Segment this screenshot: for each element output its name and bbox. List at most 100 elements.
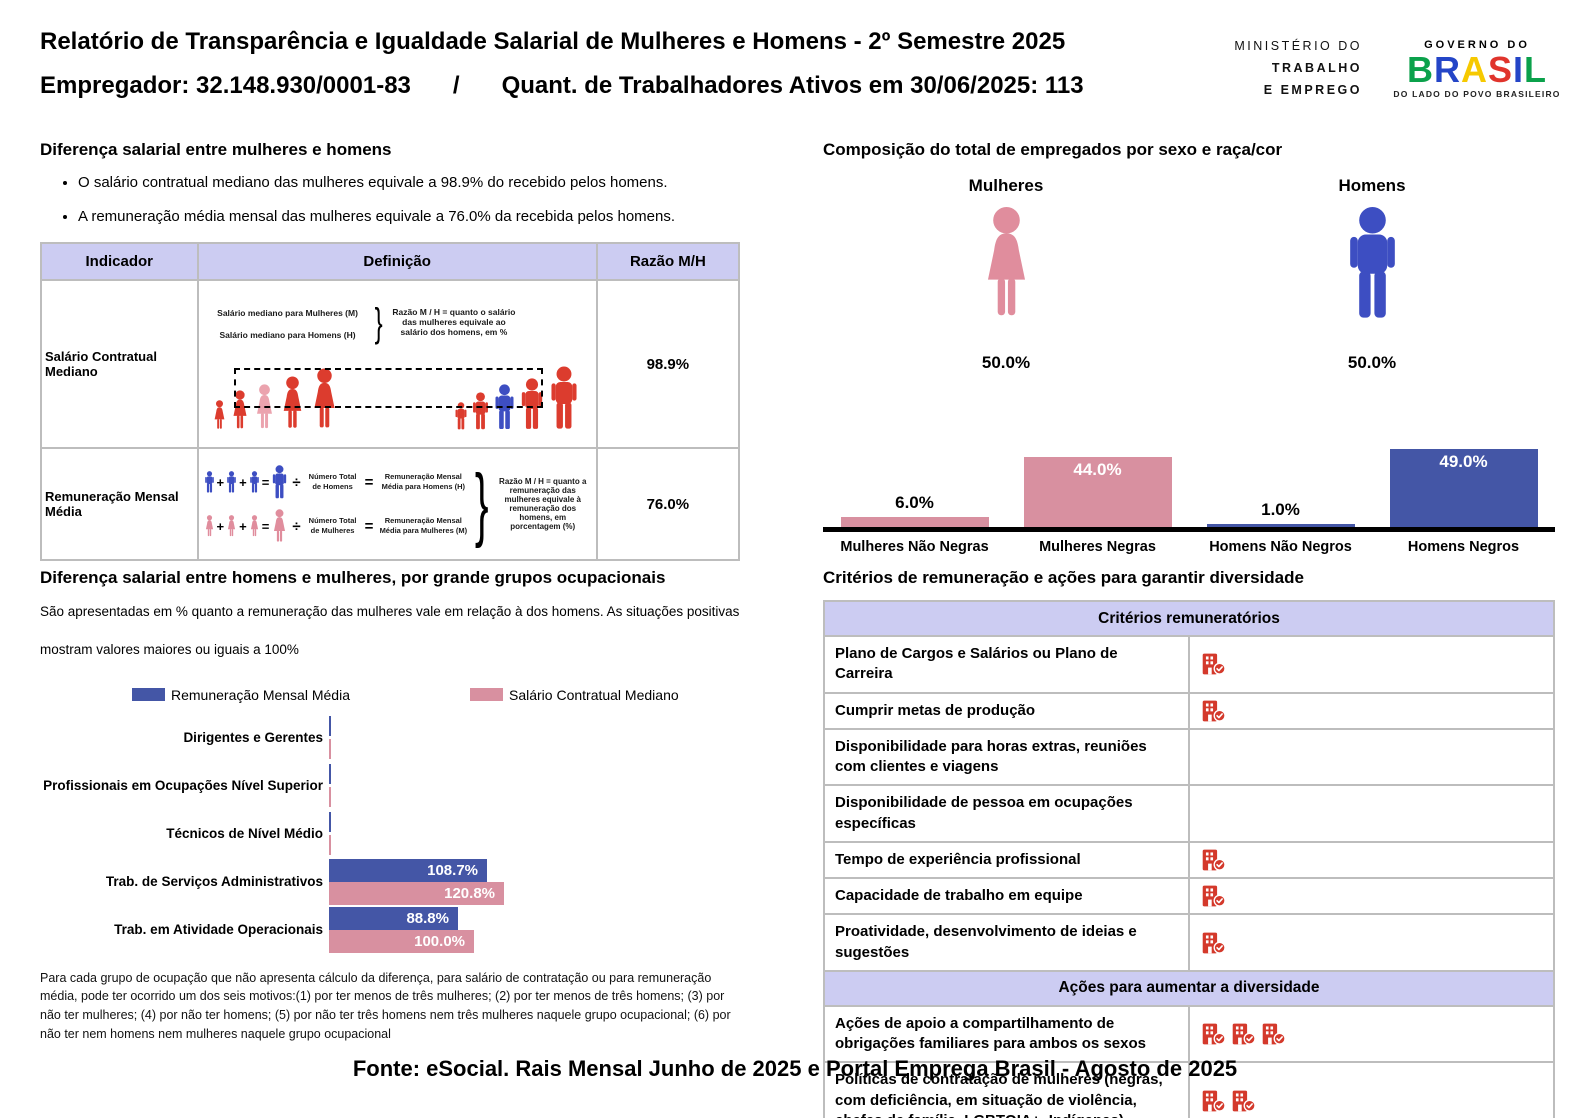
female-label: Mulheres — [968, 176, 1044, 195]
bar-value-label: 44.0% — [1073, 460, 1122, 479]
median-ratio-note: Razão M / H = quanto o salário das mulhe… — [392, 306, 516, 337]
composition-section: Composição do total de empregados por se… — [823, 140, 1555, 555]
governo-brasil-logo: GOVERNO DO BRASIL DO LADO DO POVO BRASIL… — [1392, 39, 1562, 99]
source-footer: Fonte: eSocial. Rais Mensal Junho de 202… — [352, 1056, 1238, 1081]
bar-value-label: 1.0% — [1261, 500, 1300, 519]
comp-category-label: Mulheres Negras — [1039, 539, 1156, 555]
median-men-label: Salário mediano para Homens (H) — [219, 329, 356, 340]
brace-glyph: } — [475, 458, 489, 550]
criteria-table: Critérios remuneratórios Plano de Cargos … — [823, 600, 1555, 1118]
occ-bar-group — [329, 763, 331, 809]
col-header-razao: Razão M/H — [595, 242, 741, 281]
section-title: Diferença salarial entre homens e mulher… — [40, 568, 666, 587]
building-check-icon — [1202, 885, 1226, 907]
equals-operator: = — [364, 473, 374, 491]
composition-figures: Mulheres 50.0% Homens 50.0% — [823, 176, 1555, 373]
occ-category-label: Técnicos de Nível Médio — [166, 826, 323, 842]
occ-zero-tick — [329, 812, 331, 833]
building-check-icon — [1202, 653, 1226, 676]
criteria-checks — [1188, 635, 1555, 694]
criteria-row: Disponibilidade de pessoa em ocupações e… — [823, 784, 1555, 843]
mean-women-formula: + + = ÷ Número Total de Mulheres = — [204, 509, 470, 543]
occupational-chart: Dirigentes e Gerentes Profissionais em Oc… — [40, 715, 745, 953]
definition-cell: Salário mediano para Mulheres (M) Salári… — [196, 279, 598, 449]
occ-category-label: Dirigentes e Gerentes — [183, 730, 323, 746]
criteria-checks — [1188, 1004, 1555, 1064]
table-row: Salário Contratual Mediano Salário media… — [40, 279, 741, 449]
building-check-icon — [1232, 1090, 1256, 1112]
building-check-icon — [1202, 1090, 1226, 1112]
criteria-row: Tempo de experiência profissional — [823, 840, 1555, 880]
divide-operator: ÷ — [292, 473, 301, 491]
criteria-row: Cumprir metas de produção — [823, 691, 1555, 730]
composition-chart: 6.0% 44.0% 1.0% 49.0% Mulheres Não Negras Mu… — [823, 445, 1555, 555]
occupational-section: Diferença salarial entre homens e mulher… — [40, 568, 745, 1056]
female-percentage: 50.0% — [981, 353, 1031, 372]
male-figure: Homens 50.0% — [1222, 176, 1522, 373]
header-logos: MINISTÉRIO DO TRABALHO E EMPREGO GOVERNO… — [1234, 28, 1562, 102]
occ-zero-tick — [329, 716, 331, 737]
criteria-checks — [1188, 691, 1555, 730]
criteria-label: Disponibilidade para horas extras, reuni… — [823, 727, 1190, 787]
woman-icon — [205, 515, 213, 537]
criteria-label: Proatividade, desenvolvimento de ideias … — [823, 913, 1190, 972]
criteria-label: Plano de Cargos e Salários ou Plano de C… — [823, 635, 1190, 694]
occ-chart-row: Trab. de Serviços Administrativos 108.7% 1… — [40, 858, 745, 905]
legend-item: Salário Contratual Mediano — [469, 687, 679, 703]
employer-id: Empregador: 32.148.930/0001-83 — [40, 71, 411, 99]
occ-subtitle: São apresentadas em % quanto a remuneraç… — [40, 604, 740, 619]
building-check-icon — [1232, 1023, 1256, 1045]
occ-bar: 120.8% — [329, 881, 504, 905]
men-result-label: Remuneração Mensal Média para Homens (H) — [381, 472, 465, 491]
criteria-checks — [1188, 876, 1555, 916]
occ-chart-row: Trab. em Atividade Operacionais 88.8% 100.… — [40, 906, 745, 953]
occ-chart-row: Profissionais em Ocupações Nível Superio… — [40, 763, 745, 809]
man-icon — [227, 471, 236, 493]
col-header-definicao: Definição — [196, 242, 598, 281]
criteria-row: Proatividade, desenvolvimento de ideias … — [823, 913, 1555, 972]
active-workers: Quant. de Trabalhadores Ativos em 30/06/… — [501, 71, 1084, 99]
criteria-row: Ações de apoio a compartilhamento de obr… — [823, 1004, 1555, 1064]
legend-swatch-blue — [132, 688, 165, 702]
brand-letter: I — [1513, 48, 1525, 90]
criteria-row: Políticas de contratação de mulheres (ne… — [823, 1061, 1555, 1118]
man-icon — [1349, 206, 1395, 318]
occ-chart-row: Dirigentes e Gerentes — [40, 715, 745, 761]
bar-value-label: 6.0% — [895, 493, 934, 512]
women-total-label: Número Total de Mulheres — [308, 516, 357, 535]
criteria-row: Plano de Cargos e Salários ou Plano de C… — [823, 635, 1555, 694]
occ-category-label: Trab. em Atividade Operacionais — [114, 922, 323, 938]
ratio-value: 98.9% — [595, 279, 741, 449]
comp-category-label: Homens Não Negros — [1209, 539, 1352, 555]
comp-category-label: Homens Negros — [1407, 539, 1520, 555]
female-figure: Mulheres 50.0% — [856, 176, 1156, 373]
median-women-label: Salário mediano para Mulheres (M) — [217, 307, 358, 318]
woman-icon — [274, 509, 286, 542]
occ-zero-tick — [329, 787, 331, 808]
occ-category-label: Profissionais em Ocupações Nível Superio… — [43, 778, 323, 794]
equals-operator: = — [261, 474, 270, 490]
criteria-section-row: Critérios remuneratórios — [823, 600, 1555, 637]
male-label: Homens — [1338, 176, 1406, 195]
building-check-icon — [1202, 849, 1226, 871]
occ-bar-group — [329, 811, 331, 857]
occ-bar: 100.0% — [329, 929, 474, 953]
criteria-label: Tempo de experiência profissional — [823, 840, 1190, 880]
mean-men-formula: + + = ÷ Número Total de Homens = Re — [204, 465, 470, 499]
men-total-label: Número Total de Homens — [308, 472, 357, 491]
bar-value-label: 49.0% — [1439, 452, 1488, 471]
criteria-row: Capacidade de trabalho em equipe — [823, 876, 1555, 916]
section-title: Critérios de remuneração e ações para ga… — [823, 568, 1304, 587]
criteria-label: Ações de apoio a compartilhamento de obr… — [823, 1004, 1190, 1064]
brace-glyph: } — [374, 300, 383, 345]
brand-letter: A — [1460, 48, 1488, 90]
indicator-table: Indicador Definição Razão M/H Salário Co… — [40, 242, 741, 561]
women-result-label: Remuneração Mensal Média para Mulheres (… — [379, 516, 468, 535]
mean-ratio-note: Razão M / H = quanto a remuneração das m… — [499, 477, 587, 531]
ministry-logo: MINISTÉRIO DO TRABALHO E EMPREGO — [1234, 36, 1362, 102]
comp-bar — [1206, 524, 1355, 527]
equals-operator: = — [364, 517, 374, 535]
bar-value-label: 120.8% — [444, 884, 495, 902]
plus-operator: + — [216, 518, 225, 534]
brand-letter: S — [1487, 48, 1513, 90]
